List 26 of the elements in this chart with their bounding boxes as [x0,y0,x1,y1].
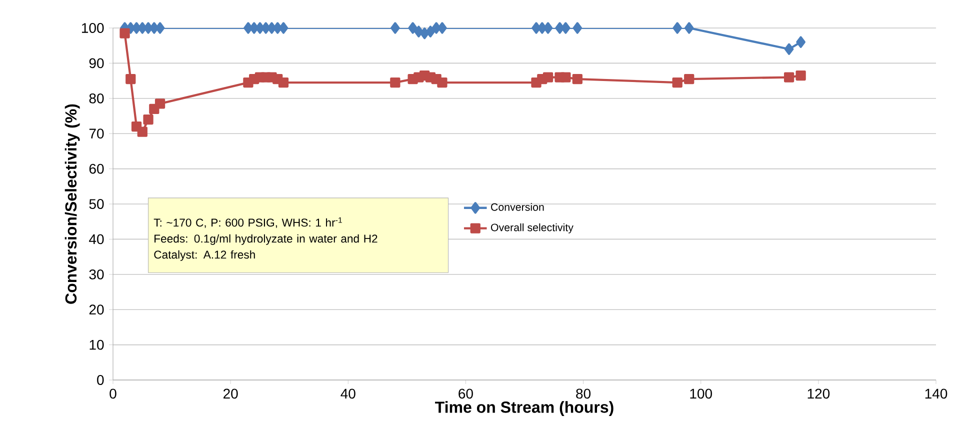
x-tick-label: 120 [808,388,830,399]
y-tick-label: 0 [97,375,104,385]
annotation: T: ~170 C, P: 600 PSIG, WHS: 1 hr$^{-1}$ [154,217,342,228]
y-tick-label: 80 [89,93,104,104]
x-tick-label: 60 [458,388,473,399]
legend-label: Overall selectivity [490,223,574,234]
y-tick-label: 70 [89,128,104,139]
y-tick-label: 90 [89,58,104,68]
x-tick-label: 40 [340,388,356,399]
y-axis-title: Conversion/Selectivity (%) [64,104,80,304]
y-tick-label: 10 [90,340,104,350]
x-tick-label: 80 [576,388,591,399]
y-tick-label: 100 [82,23,104,33]
x-axis-title: Time on Stream (hours) [435,401,614,416]
y-tick-label: 20 [89,304,104,315]
y-tick-label: 60 [89,164,104,174]
annotation: Feeds: 0.1g/ml hydrolyzate in water and H2 [154,234,378,245]
y-tick-label: 30 [89,269,104,280]
y-tick-label: 40 [89,234,104,244]
x-tick-label: 20 [223,388,238,399]
x-tick-label: 140 [925,388,948,399]
x-tick-label: 100 [690,388,712,399]
y-tick-label: 50 [89,199,104,209]
annotation: Catalyst: A.12 fresh [154,250,255,261]
legend-label: Conversion [491,203,544,211]
x-tick-label: 0 [110,388,116,399]
